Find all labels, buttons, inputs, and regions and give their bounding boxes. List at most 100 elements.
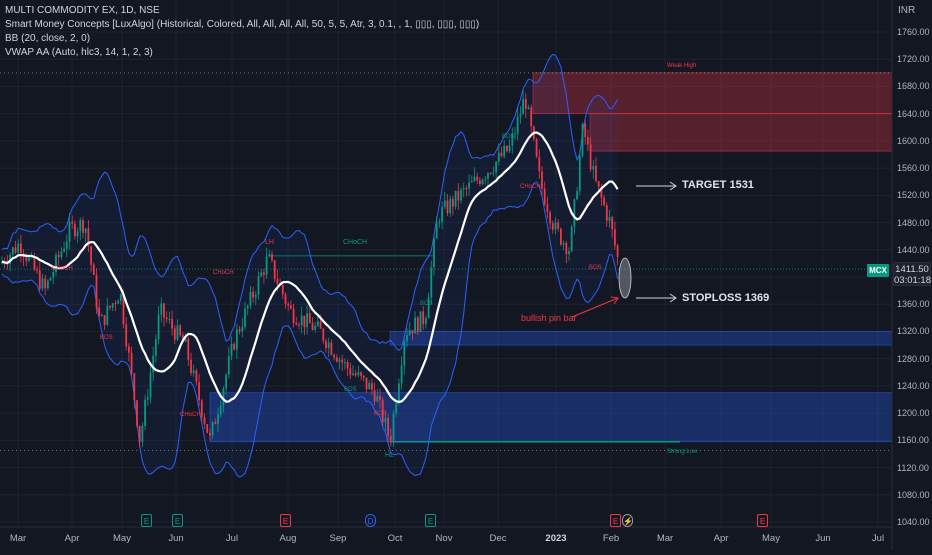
candle-body	[616, 245, 619, 257]
candle-body	[578, 155, 581, 192]
candle-body	[90, 246, 92, 265]
time-tick-label: Mar	[9, 533, 27, 544]
candle-body	[47, 280, 49, 289]
chart-legend[interactable]: MULTI COMMODITY EX, 1D, NSE Smart Money …	[5, 4, 479, 60]
candle-body	[325, 340, 327, 349]
candle-body	[360, 372, 362, 376]
candle-body	[92, 264, 95, 275]
candle-body	[136, 400, 138, 426]
event-marker[interactable]: E	[757, 514, 768, 527]
price-tick-label: 1280.00	[897, 353, 930, 364]
candle-body	[79, 220, 82, 232]
target-note[interactable]: TARGET 1531	[682, 179, 754, 191]
price-tick-label: 1720.00	[897, 54, 930, 65]
candle-body	[111, 303, 114, 308]
legend-bb-indicator[interactable]: BB (20, close, 2, 0)	[5, 33, 91, 44]
candle-body	[254, 294, 257, 298]
candle-body	[25, 257, 28, 261]
candle-body	[554, 222, 557, 230]
event-marker[interactable]: ⚡	[622, 514, 633, 527]
candle-body	[527, 107, 530, 109]
candle-body	[163, 303, 165, 318]
candle-body	[481, 179, 484, 184]
candle-body	[341, 359, 344, 363]
candle-body	[184, 338, 187, 342]
candle-body	[433, 238, 435, 268]
event-marker[interactable]: E	[280, 514, 291, 527]
candle-body	[179, 325, 182, 336]
bollinger-lower	[1, 181, 619, 478]
candle-body	[506, 145, 508, 152]
candle-body	[227, 356, 230, 375]
candle-body	[187, 338, 190, 360]
price-tick-label: 1320.00	[897, 326, 930, 337]
smc-label-bos: BOS	[344, 387, 357, 393]
candle-body	[287, 303, 290, 306]
event-marker[interactable]: D	[365, 514, 376, 527]
candle-body	[549, 212, 551, 224]
legend-symbol[interactable]: MULTI COMMODITY EX, 1D, NSE	[5, 5, 160, 16]
zone-0	[532, 72, 893, 115]
pin-bar-highlight	[618, 257, 632, 299]
candle-body	[165, 317, 168, 320]
candle-body	[144, 399, 146, 426]
candle-body	[319, 321, 322, 329]
candle-body	[573, 199, 576, 227]
candle-body	[133, 373, 136, 401]
candle-body	[543, 188, 546, 205]
candle-body	[74, 223, 76, 237]
time-tick-label: Oct	[387, 533, 403, 544]
candle-body	[249, 291, 252, 306]
event-marker[interactable]: E	[141, 514, 152, 527]
candle-body	[454, 190, 457, 207]
pin-bar-note[interactable]: bullish pin bar	[521, 313, 577, 323]
candle-body	[276, 278, 279, 284]
time-tick-label: May	[113, 533, 131, 544]
candle-body	[130, 352, 133, 374]
candle-body	[468, 182, 470, 189]
candle-body	[381, 399, 384, 423]
last-price-tag: 1411.50 03:01:18	[893, 262, 931, 286]
candle-body	[368, 383, 371, 390]
candle-body	[117, 300, 119, 304]
candle-body	[565, 243, 568, 255]
candle-body	[479, 180, 481, 184]
candle-body	[203, 416, 206, 425]
candle-body	[11, 247, 14, 255]
zone-1	[589, 113, 893, 152]
candle-body	[443, 200, 446, 208]
candle-body	[101, 315, 103, 317]
candle-body	[416, 317, 419, 332]
candle-body	[411, 330, 414, 334]
candle-body	[495, 161, 497, 173]
candle-body	[38, 270, 41, 289]
price-tick-label: 1040.00	[897, 517, 930, 527]
stoploss-note[interactable]: STOPLOSS 1369	[682, 292, 770, 304]
candle-body	[473, 176, 476, 182]
price-tick-label: 1240.00	[897, 380, 930, 391]
candle-body	[438, 221, 441, 223]
candle-body	[446, 200, 449, 214]
candle-body	[346, 362, 349, 369]
event-marker[interactable]: E	[172, 514, 183, 527]
bollinger-upper	[1, 53, 619, 352]
candle-body	[362, 375, 365, 378]
candle-body	[182, 335, 184, 342]
legend-vwap-indicator[interactable]: VWAP AA (Auto, hlc3, 14, 1, 2, 3)	[5, 47, 153, 58]
time-tick-label: Jun	[168, 533, 184, 544]
candle-body	[576, 191, 578, 200]
legend-smc-indicator[interactable]: Smart Money Concepts [LuxAlgo] (Historic…	[5, 19, 480, 30]
candle-body	[149, 372, 152, 398]
candle-body	[106, 305, 109, 325]
candle-body	[595, 165, 597, 182]
candle-body	[28, 256, 30, 261]
time-tick-label: Jun	[815, 533, 831, 544]
candle-body	[263, 272, 265, 275]
event-marker[interactable]: E	[610, 514, 621, 527]
symbol-price-badge: MCX	[867, 264, 889, 277]
candle-body	[592, 165, 595, 170]
event-marker[interactable]: E	[425, 514, 436, 527]
candle-body	[568, 251, 570, 255]
